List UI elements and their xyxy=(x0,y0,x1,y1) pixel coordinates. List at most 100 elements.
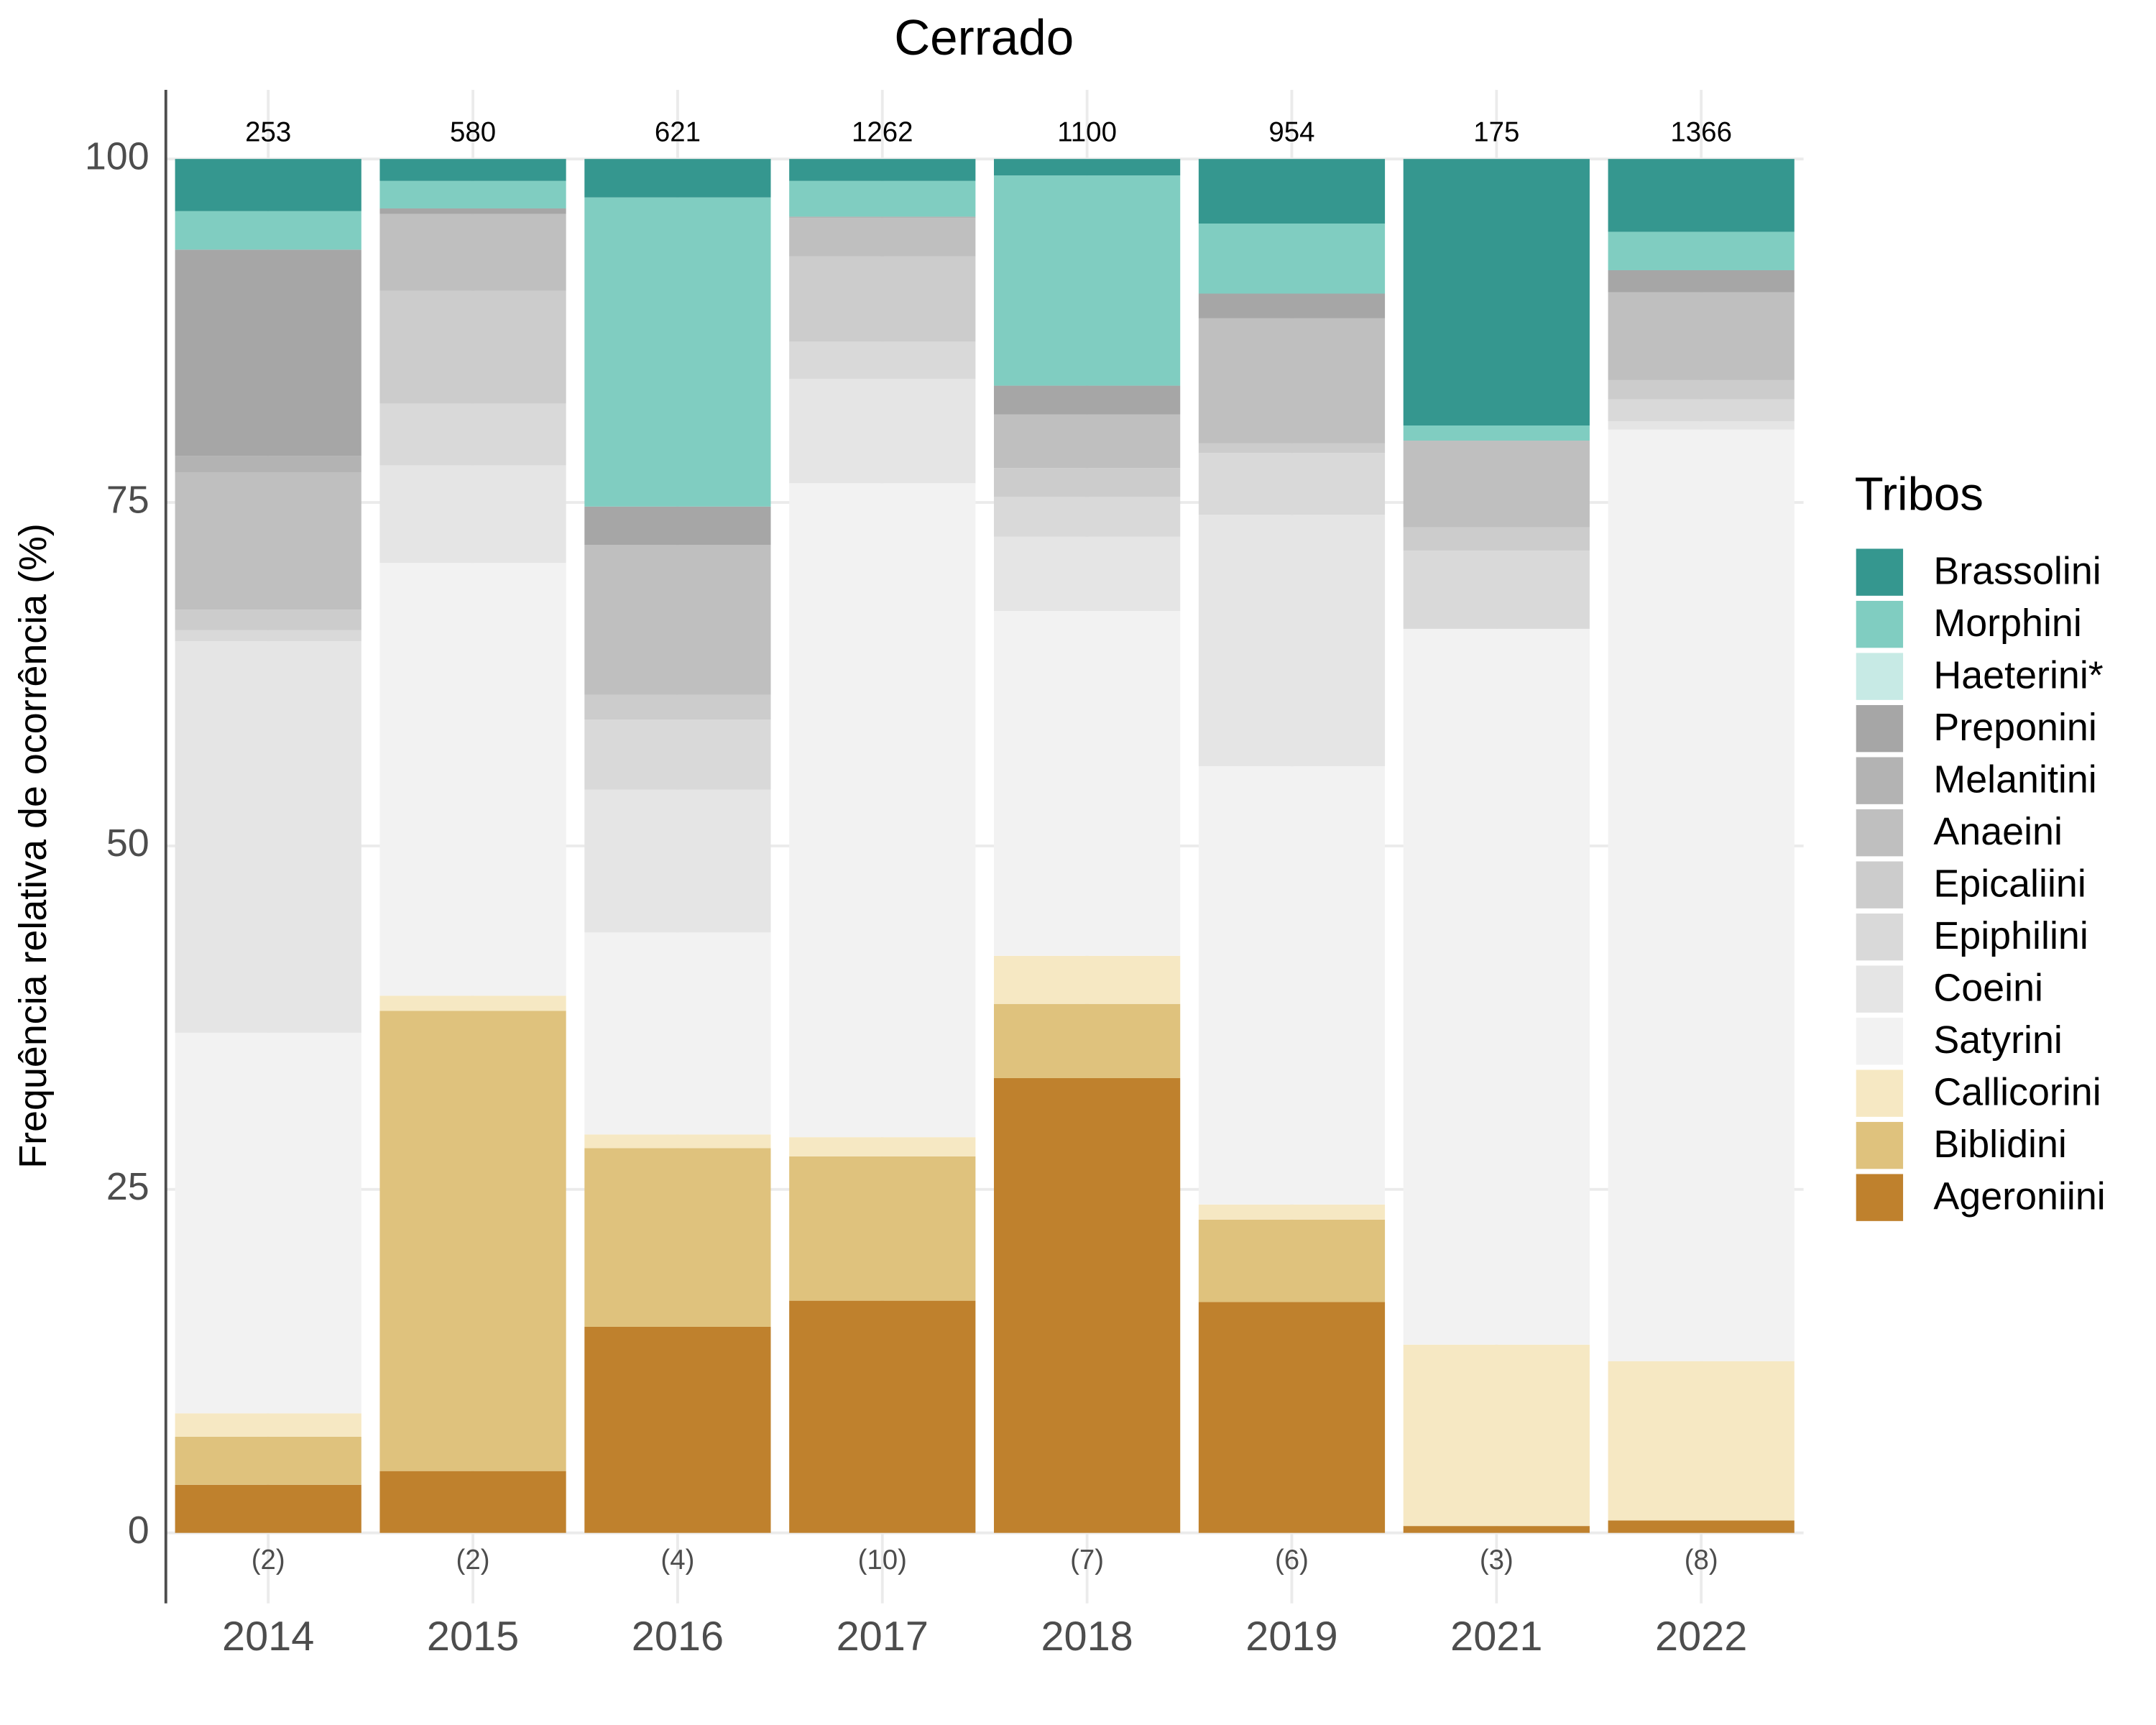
bottom-label: (4) xyxy=(660,1545,694,1576)
legend-label: Satyrini xyxy=(1933,1018,2063,1062)
legend-swatch xyxy=(1856,1017,1904,1065)
bar-segment xyxy=(175,472,361,610)
bottom-label: (10) xyxy=(858,1545,907,1576)
legend-swatch xyxy=(1856,809,1904,857)
bar-segment xyxy=(1198,1302,1386,1533)
legend-swatch xyxy=(1856,1070,1904,1117)
bar-segment xyxy=(789,256,976,342)
y-tick-label: 0 xyxy=(128,1509,149,1552)
bar-segment xyxy=(379,995,566,1011)
bar-segment xyxy=(1198,1219,1386,1302)
legend-label: Coeini xyxy=(1933,966,2043,1009)
bar-segment xyxy=(175,630,361,642)
bar-segment xyxy=(789,483,976,1138)
y-tick-label: 25 xyxy=(106,1165,149,1208)
legend-swatch xyxy=(1856,913,1904,961)
bar-segment xyxy=(789,180,976,217)
bottom-label: (2) xyxy=(456,1545,490,1576)
bar-segment xyxy=(584,932,771,1135)
legend-label: Biblidini xyxy=(1933,1123,2067,1166)
y-axis-title: Frequência relativa de ocorrência (%) xyxy=(11,523,55,1169)
legend-label: Preponini xyxy=(1933,706,2096,749)
bar-segment xyxy=(1608,421,1795,430)
total-label: 621 xyxy=(655,117,701,148)
legend-swatch xyxy=(1856,757,1904,804)
bar-segment xyxy=(379,213,566,291)
bar-segment xyxy=(1198,223,1386,294)
bar-segment xyxy=(789,341,976,379)
bar-segment xyxy=(1403,1526,1590,1533)
x-tick-label: 2018 xyxy=(1041,1614,1133,1660)
bar-segment xyxy=(1403,1344,1590,1527)
bar-segment xyxy=(1403,441,1590,528)
bar-segment xyxy=(584,1134,771,1149)
total-label: 1100 xyxy=(1057,117,1117,148)
bar-segment xyxy=(1608,1520,1795,1533)
bar-segment xyxy=(584,1326,771,1533)
bar-segment xyxy=(994,611,1181,956)
bar-segment xyxy=(584,694,771,720)
legend-label: Brassolini xyxy=(1933,549,2101,592)
x-tick-label: 2021 xyxy=(1450,1614,1542,1660)
bar-segment xyxy=(1403,628,1590,1345)
bottom-label: (8) xyxy=(1685,1545,1718,1576)
bar-segment xyxy=(175,159,361,211)
bottom-label: (6) xyxy=(1275,1545,1309,1576)
bar-segment xyxy=(1403,425,1590,441)
bar-segment xyxy=(789,218,976,257)
bar-segment xyxy=(994,385,1181,415)
bottom-label: (7) xyxy=(1070,1545,1104,1576)
bar-segment xyxy=(379,1471,566,1533)
bar-segment xyxy=(994,1003,1181,1078)
bar-segment xyxy=(789,159,976,181)
legend-swatch xyxy=(1856,1174,1904,1221)
legend-title: Tribos xyxy=(1855,468,1984,520)
bar-segment xyxy=(175,1413,361,1437)
bar-segment xyxy=(1608,399,1795,422)
bar-segment xyxy=(994,497,1181,537)
x-tick-label: 2015 xyxy=(427,1614,519,1660)
bar-segment xyxy=(379,290,566,404)
bar-segment xyxy=(584,545,771,695)
legend-label: Callicorini xyxy=(1933,1070,2101,1113)
bar-segment xyxy=(175,211,361,250)
bar-segment xyxy=(379,208,566,214)
chart-title: Cerrado xyxy=(894,9,1074,65)
legend-label: Epiphilini xyxy=(1933,914,2088,957)
bar-segment xyxy=(1608,292,1795,380)
bar-segment xyxy=(994,955,1181,1004)
total-label: 954 xyxy=(1268,117,1314,148)
x-tick-label: 2016 xyxy=(632,1614,724,1660)
legend-swatch xyxy=(1856,653,1904,700)
legend-label: Melanitini xyxy=(1933,758,2096,801)
bar-segment xyxy=(994,175,1181,386)
bar-segment xyxy=(379,180,566,208)
bar-segment xyxy=(1198,318,1386,443)
bar-segment xyxy=(379,159,566,181)
bar-segment xyxy=(1198,293,1386,318)
bar-segment xyxy=(1198,159,1386,224)
bar-segment xyxy=(1198,766,1386,1205)
bottom-label: (2) xyxy=(252,1545,285,1576)
x-tick-label: 2022 xyxy=(1655,1614,1747,1660)
y-tick-label: 75 xyxy=(106,478,149,521)
legend-label: Anaeini xyxy=(1933,810,2063,853)
x-tick-label: 2017 xyxy=(837,1614,929,1660)
x-tick-label: 2014 xyxy=(222,1614,314,1660)
legend-swatch xyxy=(1856,600,1904,648)
bar-segment xyxy=(584,789,771,933)
bar-segment xyxy=(379,403,566,466)
bar-segment xyxy=(175,1436,361,1485)
legend-swatch xyxy=(1856,704,1904,753)
bar-segment xyxy=(789,379,976,484)
bar-segment xyxy=(789,1156,976,1301)
bar-segment xyxy=(789,1137,976,1156)
legend-label: Epicaliini xyxy=(1933,862,2086,905)
bar-segment xyxy=(1608,380,1795,400)
legend-label: Haeterini* xyxy=(1933,653,2103,696)
bar-segment xyxy=(175,1032,361,1414)
bar-segment xyxy=(1198,453,1386,515)
bar-segment xyxy=(175,456,361,472)
